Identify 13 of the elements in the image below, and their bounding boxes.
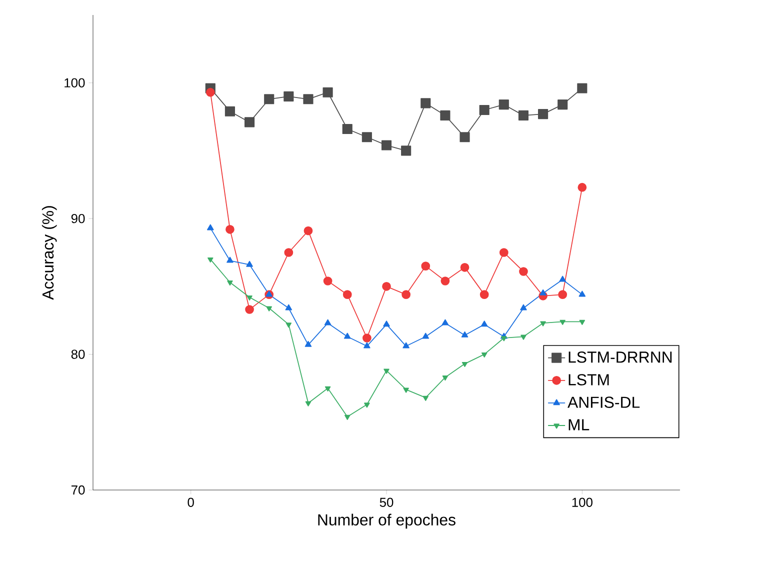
x-axis-title: Number of epoches [318,514,456,529]
legend-label: LSTM-DRRNN [568,352,672,363]
y-tick-label: 70 [71,485,85,495]
y-tick-label: 90 [71,214,85,224]
y-tick-label: 80 [71,350,85,359]
legend-label: ANFIS-DL [568,396,640,408]
legend-label: LSTM [568,374,609,386]
x-tick-label: 100 [572,498,592,507]
x-tick-label: 50 [380,498,394,507]
legend-label: ML [568,419,590,430]
x-tick-label: 0 [188,498,194,507]
y-axis-title: Accuracy (%) [42,206,57,300]
y-tick-label: 100 [64,78,85,88]
